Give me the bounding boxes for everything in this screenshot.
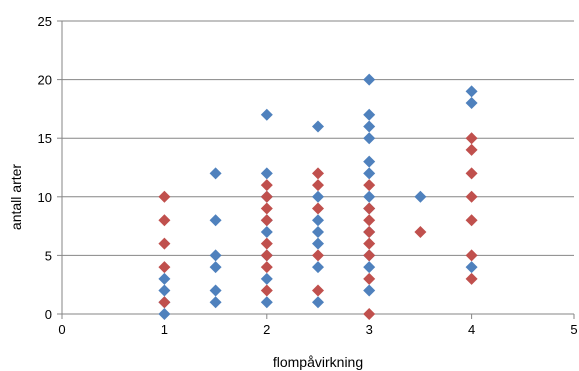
x-axis-title: flompåvirkning bbox=[273, 354, 363, 370]
data-point bbox=[363, 284, 376, 297]
data-point bbox=[312, 167, 324, 180]
data-point bbox=[209, 214, 222, 227]
tick-labels: 0 5 10 15 20 25 0 1 2 3 4 5 bbox=[38, 14, 578, 337]
data-point bbox=[312, 261, 324, 274]
data-point bbox=[312, 120, 324, 133]
y-tick-label: 25 bbox=[38, 14, 52, 29]
data-point bbox=[312, 179, 324, 192]
data-point bbox=[363, 120, 376, 133]
data-point bbox=[363, 155, 376, 168]
data-point bbox=[260, 108, 273, 121]
data-point bbox=[465, 167, 478, 180]
series-2 bbox=[158, 132, 478, 320]
data-point bbox=[465, 272, 478, 285]
axes bbox=[57, 20, 575, 319]
data-point bbox=[260, 261, 273, 274]
gridlines bbox=[62, 20, 574, 256]
data-point bbox=[312, 202, 324, 215]
data-point bbox=[209, 261, 222, 274]
data-point bbox=[312, 237, 324, 250]
data-point bbox=[312, 284, 324, 297]
data-point bbox=[209, 296, 222, 309]
data-point bbox=[363, 190, 376, 203]
data-point bbox=[465, 190, 478, 203]
data-point bbox=[312, 214, 324, 227]
data-point bbox=[260, 202, 273, 215]
y-tick-label: 5 bbox=[45, 248, 52, 263]
data-point bbox=[465, 97, 478, 110]
data-point bbox=[158, 237, 171, 250]
data-point bbox=[465, 132, 478, 145]
data-point bbox=[260, 237, 273, 250]
data-point bbox=[465, 261, 478, 274]
data-point bbox=[209, 249, 222, 262]
x-tick-label: 3 bbox=[366, 322, 373, 337]
data-point bbox=[414, 190, 427, 203]
data-point bbox=[363, 202, 376, 215]
data-point bbox=[312, 296, 324, 309]
data-point bbox=[158, 272, 171, 285]
data-point bbox=[312, 249, 324, 262]
data-point bbox=[465, 249, 478, 262]
y-tick-label: 20 bbox=[38, 73, 52, 88]
data-point bbox=[312, 225, 324, 238]
data-point bbox=[260, 225, 273, 238]
y-axis-title: antall arter bbox=[8, 164, 24, 230]
x-tick-label: 4 bbox=[468, 322, 475, 337]
data-point bbox=[363, 73, 376, 86]
data-point bbox=[209, 284, 222, 297]
data-point bbox=[209, 167, 222, 180]
data-point bbox=[260, 284, 273, 297]
x-tick-label: 5 bbox=[570, 322, 577, 337]
x-tick-label: 0 bbox=[58, 322, 65, 337]
series-1 bbox=[158, 73, 478, 320]
data-point bbox=[363, 214, 376, 227]
data-point bbox=[363, 179, 376, 192]
data-point bbox=[260, 179, 273, 192]
data-point bbox=[260, 249, 273, 262]
data-point bbox=[363, 225, 376, 238]
y-tick-label: 0 bbox=[45, 307, 52, 322]
data-point bbox=[312, 190, 324, 203]
data-point bbox=[465, 85, 478, 98]
data-point bbox=[363, 132, 376, 145]
data-point bbox=[363, 249, 376, 262]
data-point bbox=[414, 225, 427, 238]
data-point bbox=[260, 296, 273, 309]
data-point bbox=[363, 308, 376, 320]
data-point bbox=[158, 284, 171, 297]
data-point bbox=[260, 214, 273, 227]
data-point bbox=[260, 272, 273, 285]
data-point bbox=[465, 214, 478, 227]
data-point bbox=[363, 167, 376, 180]
data-point bbox=[158, 190, 171, 203]
data-point bbox=[363, 261, 376, 274]
data-point bbox=[158, 261, 171, 274]
data-point bbox=[158, 308, 171, 320]
data-point bbox=[465, 143, 478, 156]
data-point bbox=[158, 296, 171, 309]
y-tick-label: 15 bbox=[38, 131, 52, 146]
data-point bbox=[158, 214, 171, 227]
data-point bbox=[363, 272, 376, 285]
y-tick-label: 10 bbox=[38, 190, 52, 205]
data-point bbox=[363, 237, 376, 250]
x-tick-label: 2 bbox=[263, 322, 270, 337]
x-tick-label: 1 bbox=[161, 322, 168, 337]
data-point bbox=[363, 108, 376, 121]
data-point bbox=[260, 190, 273, 203]
data-points bbox=[158, 73, 478, 320]
data-point bbox=[260, 167, 273, 180]
